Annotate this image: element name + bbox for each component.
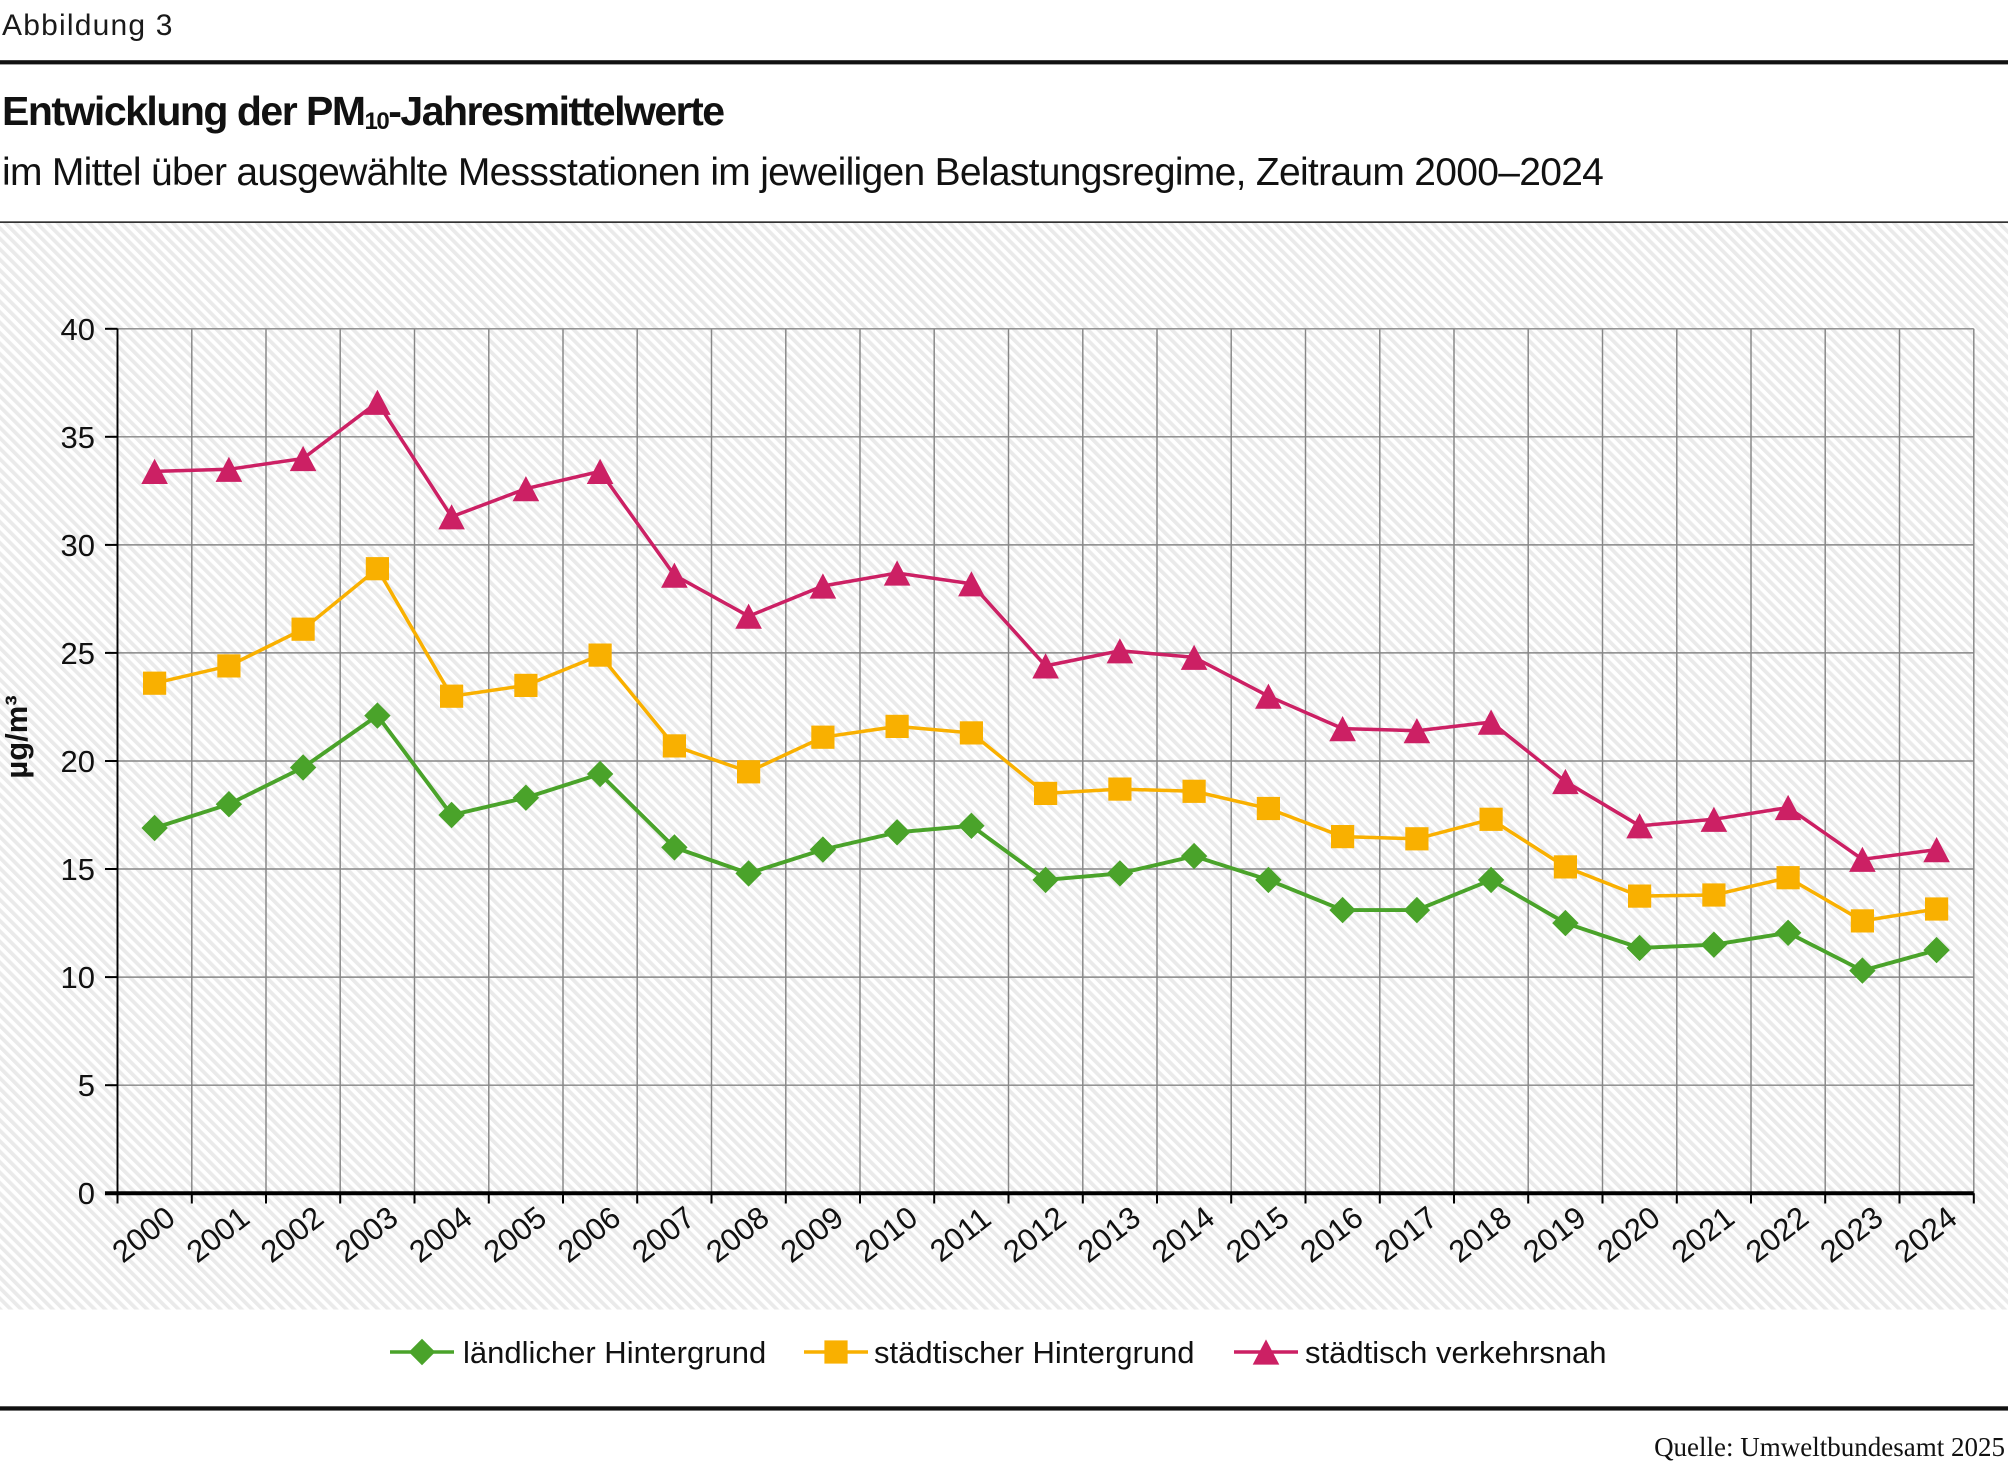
svg-text:15: 15: [61, 852, 95, 887]
svg-text:40: 40: [61, 312, 95, 347]
svg-text:35: 35: [61, 420, 95, 455]
svg-text:Entwicklung der PM10-Jahresmit: Entwicklung der PM10-Jahresmittelwerte: [2, 88, 724, 135]
svg-text:5: 5: [78, 1068, 95, 1103]
svg-text:0: 0: [78, 1176, 95, 1211]
svg-text:µg/m³: µg/m³: [0, 695, 34, 778]
svg-text:30: 30: [61, 528, 95, 563]
svg-text:25: 25: [61, 636, 95, 671]
svg-text:städtisch verkehrsnah: städtisch verkehrsnah: [1305, 1335, 1607, 1370]
svg-text:im Mittel über ausgewählte Mes: im Mittel über ausgewählte Messstationen…: [2, 151, 1603, 194]
svg-text:Abbildung 3: Abbildung 3: [2, 9, 174, 42]
svg-text:ländlicher Hintergrund: ländlicher Hintergrund: [463, 1335, 766, 1370]
svg-text:Quelle: Umweltbundesamt 2025: Quelle: Umweltbundesamt 2025: [1654, 1432, 2005, 1462]
svg-text:10: 10: [61, 960, 95, 995]
svg-text:städtischer Hintergrund: städtischer Hintergrund: [874, 1335, 1195, 1370]
svg-text:20: 20: [61, 744, 95, 779]
